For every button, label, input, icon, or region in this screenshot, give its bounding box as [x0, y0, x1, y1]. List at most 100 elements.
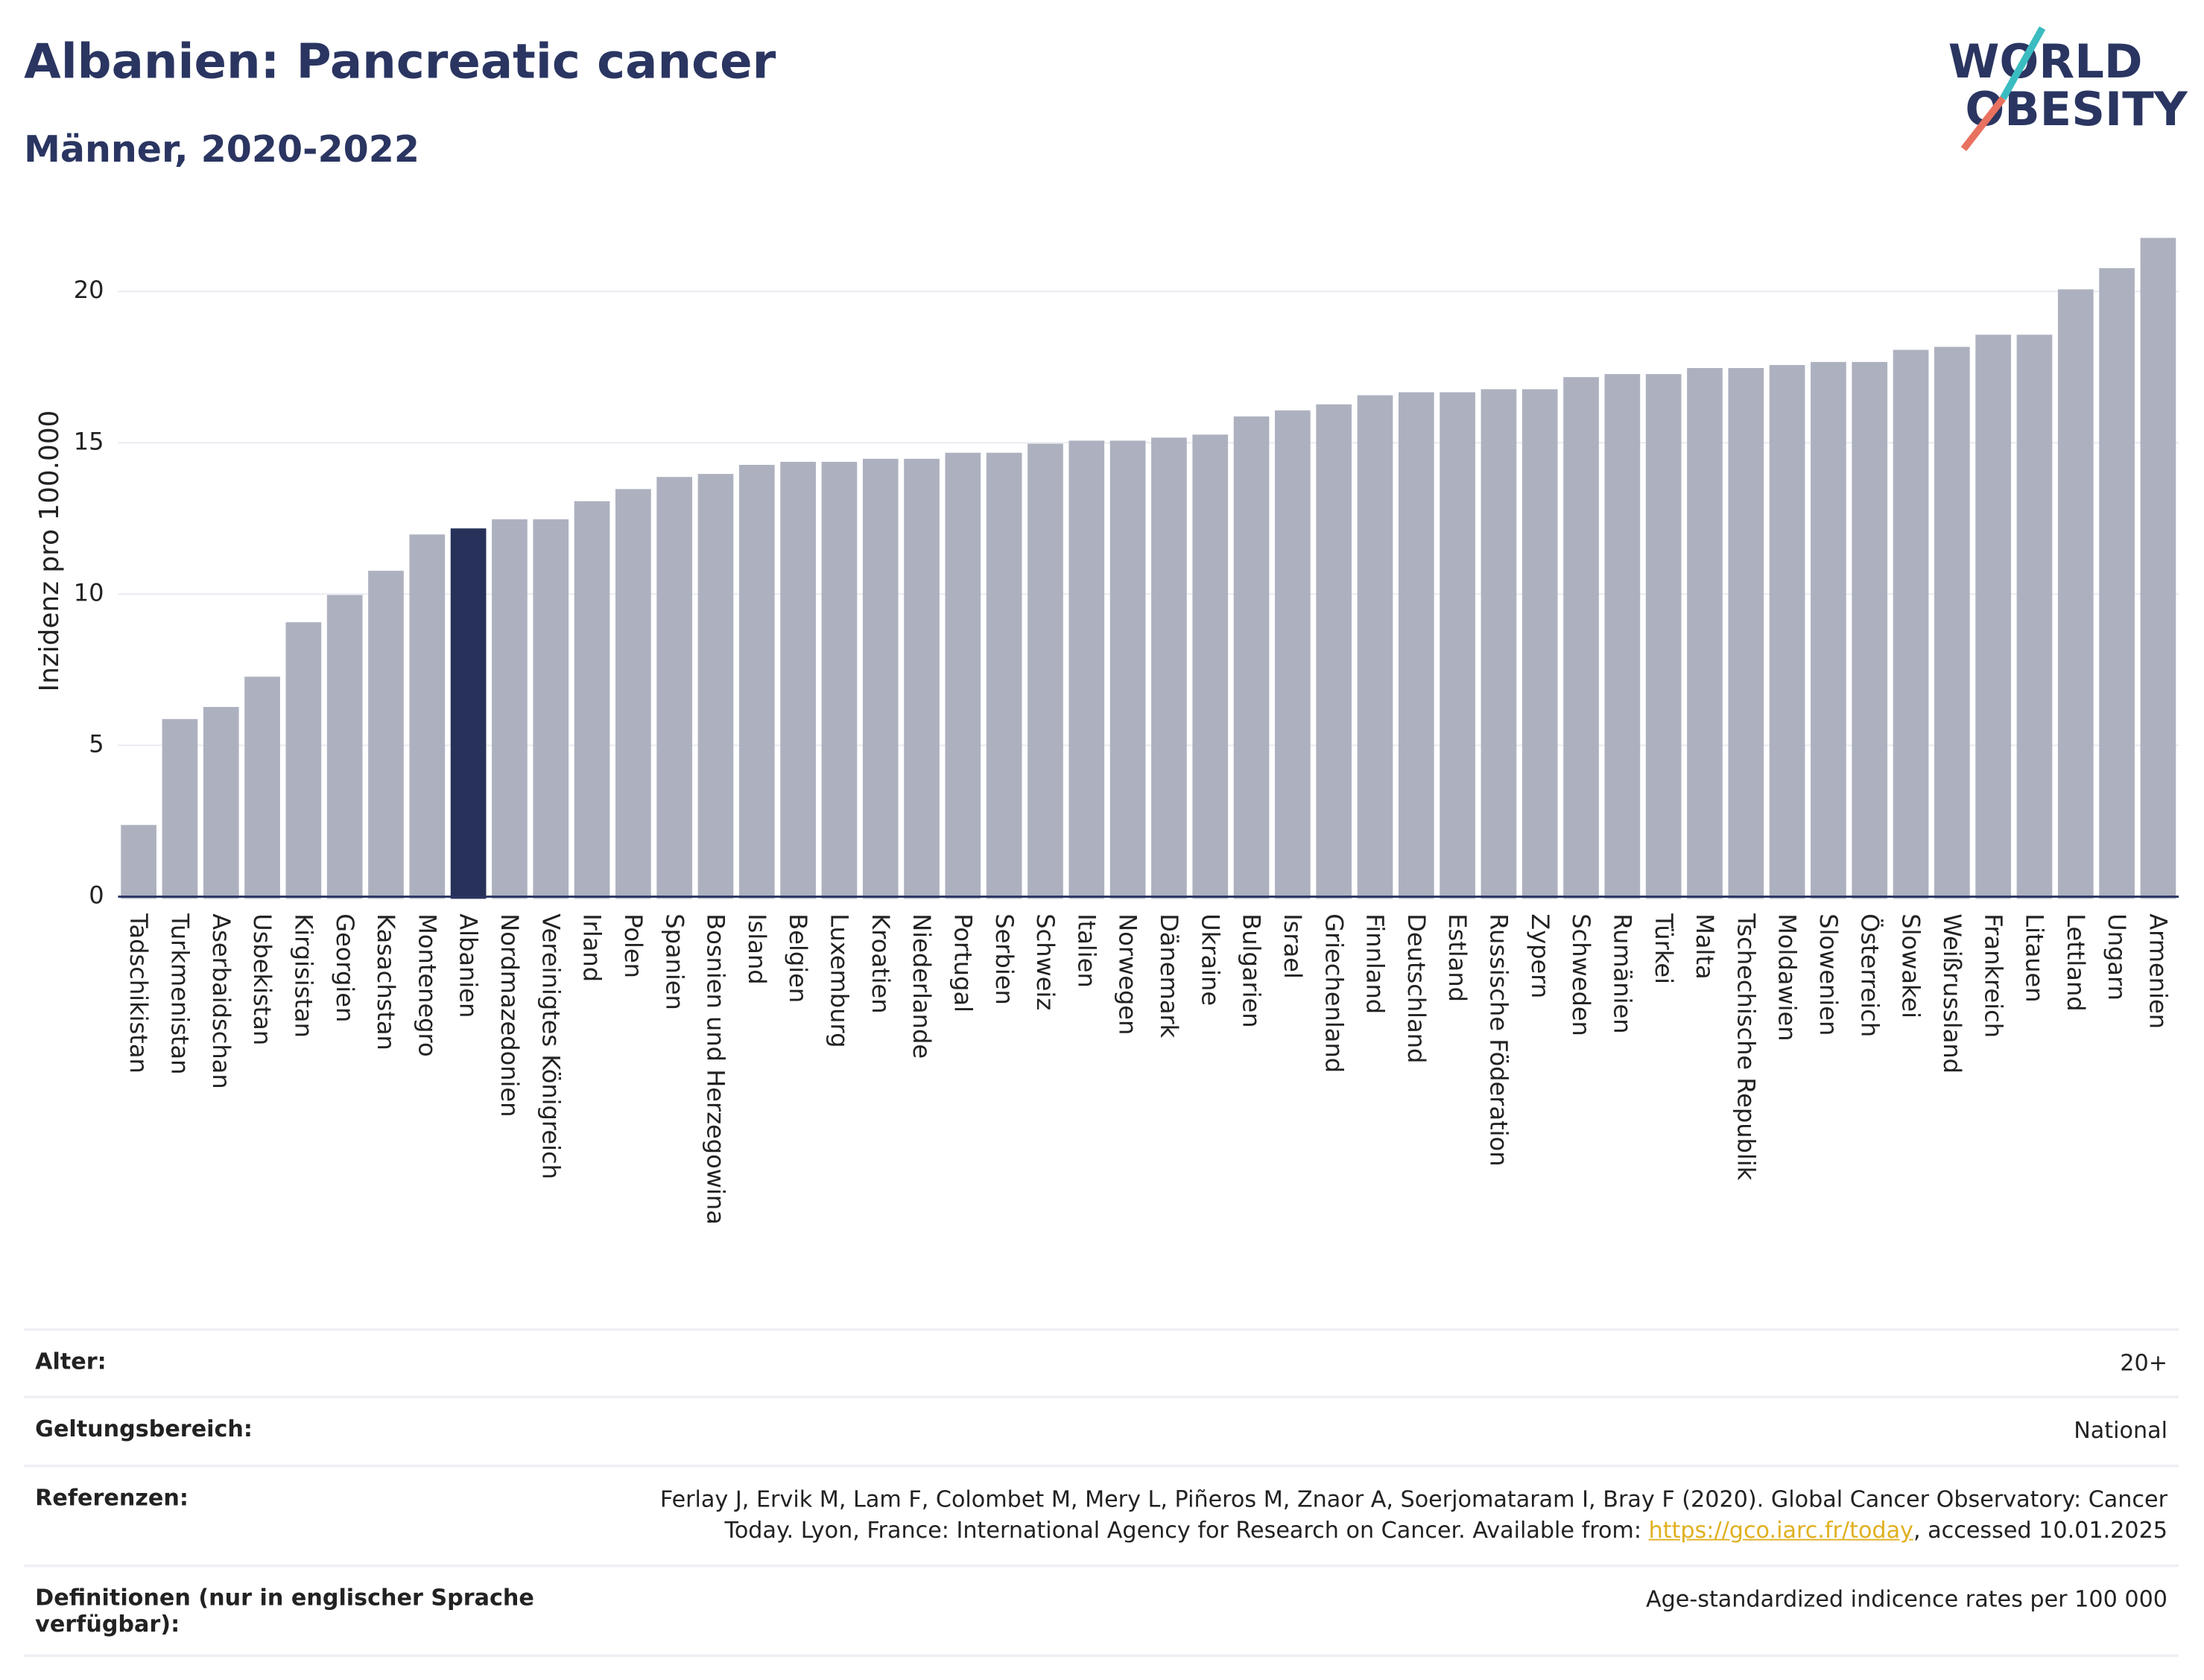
- y-tick-label: 5: [89, 729, 104, 758]
- bar: [1687, 367, 1723, 899]
- bar: [1645, 374, 1682, 899]
- detail-label: Geltungsbereich:: [35, 1416, 253, 1443]
- x-tick-label: Ungarn: [2103, 913, 2131, 1001]
- x-tick-label: Albanien: [455, 913, 483, 1018]
- x-tick-label: Kirgisistan: [289, 913, 317, 1038]
- y-tick-label: 15: [74, 427, 104, 455]
- bar: [1357, 395, 1393, 899]
- bar: [533, 519, 569, 899]
- y-tick-label: 20: [74, 276, 104, 304]
- bar: [986, 452, 1022, 899]
- detail-row: Referenzen: Ferlay J, Ervik M, Lam F, Col…: [24, 1464, 2179, 1564]
- detail-row: Alter: 20+: [24, 1328, 2179, 1396]
- x-tick-label: Usbekistan: [248, 913, 276, 1045]
- x-tick-label: Israel: [1279, 913, 1307, 979]
- bar: [2099, 267, 2135, 899]
- x-tick-label: Österreich: [1855, 913, 1884, 1037]
- x-tick-label: Litauen: [2021, 913, 2049, 1002]
- x-tick-label: Belgien: [784, 913, 812, 1003]
- x-tick-label: Serbien: [990, 913, 1019, 1005]
- chart-title: Albanien: Pancreatic cancer: [24, 34, 776, 89]
- detail-text: Ferlay J, Ervik M, Lam F, Colombet M, Me…: [659, 1485, 2167, 1544]
- bar: [1109, 440, 1146, 899]
- bar: [409, 534, 446, 899]
- x-tick-label: Nordmazedonien: [495, 913, 524, 1117]
- bar: [368, 571, 404, 899]
- x-tick-label: Luxemburg: [826, 913, 854, 1047]
- x-tick-label: Ukraine: [1196, 913, 1224, 1006]
- bar: [2016, 335, 2053, 899]
- bar: [203, 706, 239, 899]
- bar: [945, 452, 981, 899]
- x-tick-label: Polen: [619, 913, 647, 978]
- bar: [1934, 346, 1970, 899]
- bar: [285, 622, 322, 899]
- x-tick-label: Spanien: [660, 913, 688, 1010]
- x-tick-label: Montenegro: [413, 913, 441, 1056]
- reference-link[interactable]: https://gco.iarc.fr/today: [1648, 1516, 1913, 1544]
- chart-subtitle: Männer, 2020-2022: [24, 127, 419, 171]
- bar: [1068, 440, 1105, 899]
- detail-text: National: [2074, 1417, 2167, 1445]
- details-table: Alter: 20+ Geltungsbereich: National Referen…: [24, 1328, 2179, 1657]
- x-tick-label: Schweiz: [1031, 913, 1060, 1010]
- bar: [656, 477, 693, 899]
- x-tick-label: Lettland: [2062, 913, 2090, 1011]
- x-tick-label: Finnland: [1361, 913, 1390, 1014]
- detail-text: 20+: [2120, 1349, 2167, 1376]
- y-tick-label: 10: [74, 578, 104, 606]
- x-tick-label: Türkei: [1650, 913, 1678, 984]
- logo-text: OBESITY: [1965, 82, 2188, 136]
- detail-value: Ferlay J, Ervik M, Lam F, Colombet M, Me…: [593, 1484, 2167, 1547]
- x-tick-label: Estland: [1443, 913, 1472, 1002]
- x-tick-label: Island: [743, 913, 771, 984]
- x-tick-label: Aserbaidschan: [207, 913, 235, 1088]
- x-tick-label: Russische Föderation: [1485, 913, 1513, 1166]
- logo-slash: [2000, 26, 2046, 101]
- x-tick-label: Niederlande: [908, 913, 936, 1059]
- x-tick-label: Tadschikistan: [124, 913, 153, 1074]
- x-tick-label: Irland: [578, 913, 607, 982]
- x-tick-label: Moldawien: [1773, 913, 1802, 1041]
- y-axis-label: Inzidenz pro 100.000: [34, 411, 65, 692]
- bar: [121, 825, 156, 899]
- bar: [1192, 434, 1229, 899]
- x-tick-label: Georgien: [331, 913, 359, 1022]
- x-tick-label: Kroatien: [867, 913, 895, 1013]
- x-tick-label: Bulgarien: [1238, 913, 1266, 1027]
- x-tick-label: Portugal: [949, 913, 977, 1012]
- bar: [2140, 238, 2176, 899]
- detail-row: Definitionen (nur in englischer Sprache …: [24, 1563, 2179, 1657]
- x-tick-label: Rumänien: [1608, 913, 1636, 1033]
- x-tick-label: Slowenien: [1814, 913, 1843, 1036]
- x-tick-label: Tschechische Republik: [1732, 913, 1760, 1180]
- bar: [1852, 361, 1888, 899]
- chart: Albanien: Pancreatic cancer Männer, 2020…: [24, 26, 2188, 1225]
- bar: [1893, 349, 1929, 899]
- detail-text: , accessed 10.01.2025: [1913, 1516, 2167, 1544]
- bar: [862, 458, 899, 899]
- x-tick-label: Kasachstan: [372, 913, 400, 1050]
- bar: [1151, 437, 1187, 899]
- bar: [244, 676, 280, 899]
- bar: [904, 458, 940, 899]
- x-tick-label: Turkmenistan: [166, 913, 194, 1074]
- detail-label: Referenzen:: [35, 1483, 189, 1511]
- bar: [1316, 404, 1352, 899]
- bar: [492, 519, 528, 899]
- bar: [450, 528, 487, 899]
- detail-value: 20+: [2120, 1348, 2167, 1379]
- bar: [1769, 364, 1805, 899]
- x-tick-label: Malta: [1691, 913, 1719, 979]
- x-tick-label: Dänemark: [1155, 913, 1183, 1038]
- bar: [780, 461, 816, 899]
- bar: [2057, 289, 2094, 899]
- bar: [821, 461, 858, 899]
- bar: [738, 464, 775, 899]
- y-tick-label: 0: [89, 881, 104, 910]
- bar: [1481, 389, 1517, 899]
- x-tick-label: Zypern: [1526, 913, 1554, 998]
- bar: [1975, 335, 2012, 899]
